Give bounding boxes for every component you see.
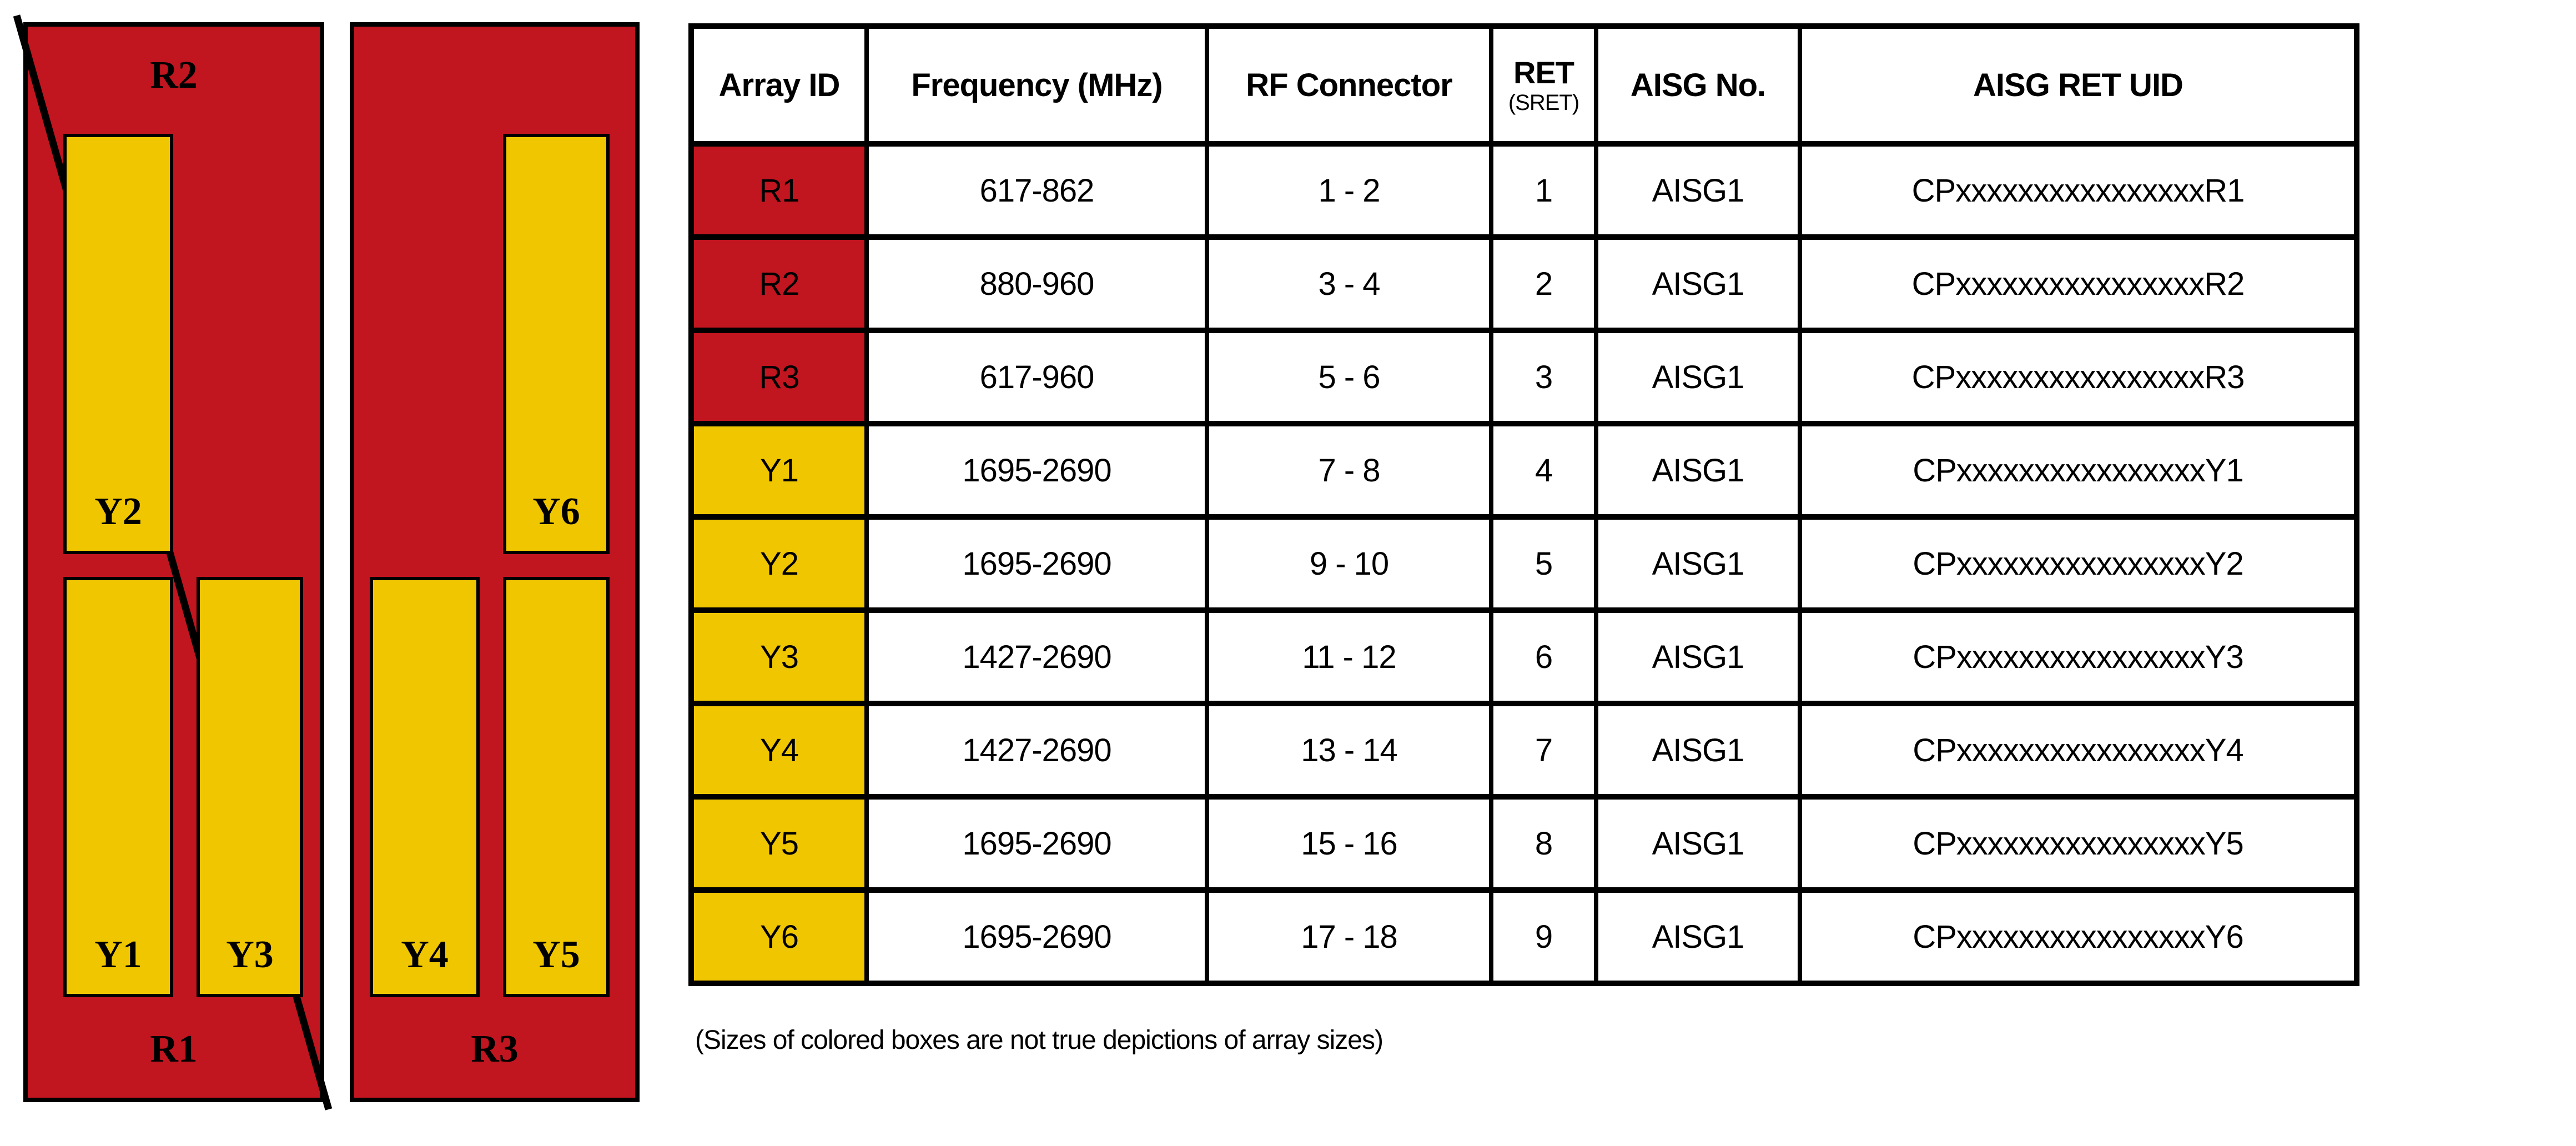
cell-ret: 6 [1489,607,1598,706]
cell-ret: 9 [1489,887,1598,986]
cell-array-id: R3 [689,328,869,426]
cell-frequency: 617-862 [864,141,1209,240]
table-row: R2 880-960 3 - 4 2 AISG1 CPxxxxxxxxxxxxx… [689,234,2359,333]
port-configuration-table: Array ID Frequency (MHz) RF Connector RE… [688,23,2359,986]
cell-aisg-no: AISG1 [1594,887,1802,986]
header-ret-sub: (SRET) [1508,91,1579,115]
cell-array-id: R1 [689,141,869,240]
array-label-y1: Y1 [94,933,142,976]
cell-rf-connector: 9 - 10 [1205,514,1493,613]
cell-ret: 4 [1489,421,1598,520]
cell-aisg-no: AISG1 [1594,234,1802,333]
array-label-y2: Y2 [94,490,142,533]
cell-aisg-ret-uid: CPxxxxxxxxxxxxxxxxR1 [1798,141,2359,240]
cell-array-id: Y3 [689,607,869,706]
cell-aisg-ret-uid: CPxxxxxxxxxxxxxxxxY5 [1798,794,2359,893]
cell-frequency: 617-960 [864,328,1209,426]
cell-aisg-no: AISG1 [1594,701,1802,800]
cell-array-id: Y5 [689,794,869,893]
cell-rf-connector: 17 - 18 [1205,887,1493,986]
panel1-top-label: R2 [150,54,198,97]
table-row: Y4 1427-2690 13 - 14 7 AISG1 CPxxxxxxxxx… [689,701,2359,800]
header-aisg-ret-uid: AISG RET UID [1798,23,2359,147]
cell-aisg-ret-uid: CPxxxxxxxxxxxxxxxxR2 [1798,234,2359,333]
cell-aisg-ret-uid: CPxxxxxxxxxxxxxxxxY2 [1798,514,2359,613]
cell-array-id: Y1 [689,421,869,520]
cell-aisg-ret-uid: CPxxxxxxxxxxxxxxxxR3 [1798,328,2359,426]
header-rf-connector: RF Connector [1205,23,1493,147]
cell-array-id: R2 [689,234,869,333]
table-row: Y1 1695-2690 7 - 8 4 AISG1 CPxxxxxxxxxxx… [689,421,2359,520]
table-body: R1 617-862 1 - 2 1 AISG1 CPxxxxxxxxxxxxx… [689,141,2359,986]
cell-rf-connector: 1 - 2 [1205,141,1493,240]
array-label-y4: Y4 [401,933,449,976]
table-row: Y6 1695-2690 17 - 18 9 AISG1 CPxxxxxxxxx… [689,887,2359,986]
cell-aisg-no: AISG1 [1594,514,1802,613]
header-ret: RET (SRET) [1489,23,1598,147]
cell-array-id: Y2 [689,514,869,613]
cell-frequency: 1427-2690 [864,701,1209,800]
cell-aisg-no: AISG1 [1594,421,1802,520]
table-header-row: Array ID Frequency (MHz) RF Connector RE… [689,23,2359,147]
header-array-id: Array ID [689,23,869,147]
cell-aisg-ret-uid: CPxxxxxxxxxxxxxxxxY1 [1798,421,2359,520]
cell-array-id: Y4 [689,701,869,800]
cell-ret: 5 [1489,514,1598,613]
cell-aisg-no: AISG1 [1594,794,1802,893]
cell-frequency: 1695-2690 [864,794,1209,893]
cell-ret: 1 [1489,141,1598,240]
cell-rf-connector: 11 - 12 [1205,607,1493,706]
cell-frequency: 1695-2690 [864,421,1209,520]
cell-frequency: 1695-2690 [864,887,1209,986]
header-frequency: Frequency (MHz) [864,23,1209,147]
footnote: (Sizes of colored boxes are not true dep… [695,1026,1383,1055]
cell-rf-connector: 5 - 6 [1205,328,1493,426]
cell-aisg-ret-uid: CPxxxxxxxxxxxxxxxxY3 [1798,607,2359,706]
array-label-y3: Y3 [226,933,274,976]
header-aisg-no: AISG No. [1594,23,1802,147]
cell-frequency: 1427-2690 [864,607,1209,706]
cell-ret: 8 [1489,794,1598,893]
cell-aisg-ret-uid: CPxxxxxxxxxxxxxxxxY6 [1798,887,2359,986]
cell-rf-connector: 13 - 14 [1205,701,1493,800]
cell-frequency: 1695-2690 [864,514,1209,613]
table-row: R3 617-960 5 - 6 3 AISG1 CPxxxxxxxxxxxxx… [689,328,2359,426]
header-ret-main: RET [1513,54,1574,90]
array-box-y4 [370,577,480,997]
cell-ret: 2 [1489,234,1598,333]
cell-aisg-ret-uid: CPxxxxxxxxxxxxxxxxY4 [1798,701,2359,800]
cell-aisg-no: AISG1 [1594,607,1802,706]
cell-rf-connector: 15 - 16 [1205,794,1493,893]
table-row: Y5 1695-2690 15 - 16 8 AISG1 CPxxxxxxxxx… [689,794,2359,893]
cell-ret: 7 [1489,701,1598,800]
cell-rf-connector: 3 - 4 [1205,234,1493,333]
cell-rf-connector: 7 - 8 [1205,421,1493,520]
cell-array-id: Y6 [689,887,869,986]
array-box-y6 [503,134,610,554]
table-row: R1 617-862 1 - 2 1 AISG1 CPxxxxxxxxxxxxx… [689,141,2359,240]
panel1-bottom-label: R1 [150,1028,198,1070]
cell-ret: 3 [1489,328,1598,426]
panel2-bottom-label: R3 [471,1028,519,1070]
array-label-y5: Y5 [532,933,580,976]
array-box-y5 [503,577,610,997]
cell-frequency: 880-960 [864,234,1209,333]
cell-aisg-no: AISG1 [1594,141,1802,240]
array-label-y6: Y6 [532,490,580,533]
table-row: Y3 1427-2690 11 - 12 6 AISG1 CPxxxxxxxxx… [689,607,2359,706]
cell-aisg-no: AISG1 [1594,328,1802,426]
table-row: Y2 1695-2690 9 - 10 5 AISG1 CPxxxxxxxxxx… [689,514,2359,613]
